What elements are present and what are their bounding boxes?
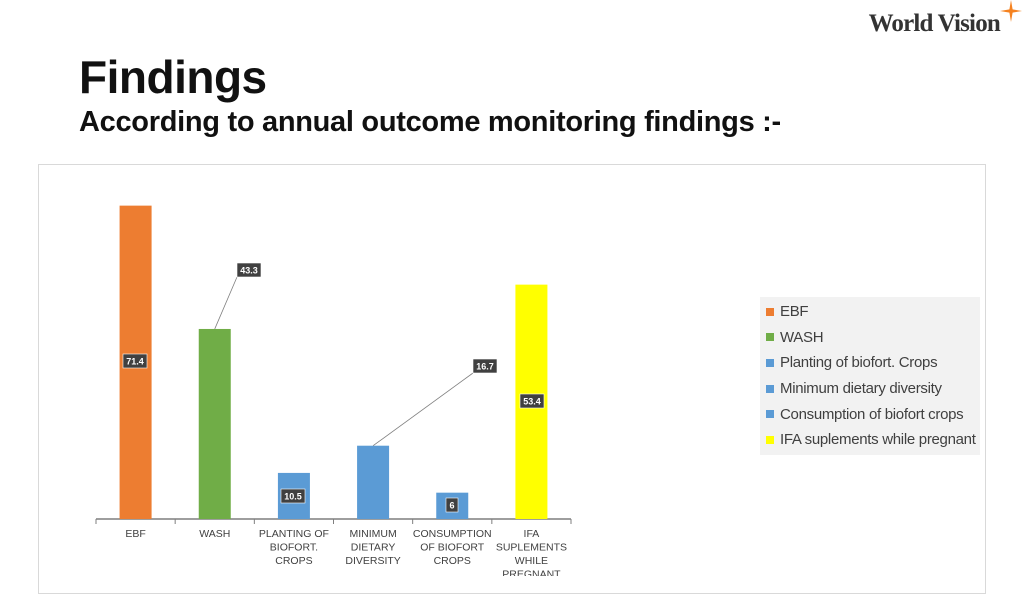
legend-item-3: Minimum dietary diversity bbox=[766, 376, 980, 402]
logo-star-icon bbox=[1000, 0, 1022, 22]
legend-swatch bbox=[766, 410, 774, 419]
data-label-box-3 bbox=[472, 358, 498, 374]
data-label-box-2 bbox=[280, 488, 306, 504]
legend-swatch bbox=[766, 435, 774, 444]
category-label-1: WASH bbox=[199, 528, 230, 540]
category-label-4: CONSUMPTION OF BIOFORT CROPS bbox=[413, 528, 492, 567]
legend-label: WASH bbox=[780, 328, 824, 346]
category-label-5: IFA SUPLEMENTS WHILE PREGNANT bbox=[496, 528, 567, 576]
legend-item-0: EBF bbox=[766, 299, 980, 325]
data-label-1: 43.3 bbox=[240, 266, 258, 276]
legend-item-1: WASH bbox=[766, 325, 980, 351]
legend-label: EBF bbox=[780, 303, 809, 321]
data-label-4: 6 bbox=[449, 501, 454, 511]
bar-chart: 71.4 EBF 43.3 WASH 10.5 PLANTING OF BIOFORT. CR… bbox=[95, 205, 572, 576]
logo-text: World Vision bbox=[868, 10, 1001, 37]
legend-label: IFA suplements while pregnant bbox=[780, 431, 976, 449]
page-title: Findings bbox=[79, 51, 267, 103]
legend-swatch bbox=[766, 307, 774, 316]
legend-label: Consumption of biofort crops bbox=[780, 405, 964, 423]
bar-3 bbox=[357, 445, 390, 519]
world-vision-logo: World Vision bbox=[868, 10, 1001, 38]
data-label-0: 71.4 bbox=[126, 357, 144, 367]
category-label-2: PLANTING OF BIOFORT. CROPS bbox=[259, 528, 329, 567]
data-label-2: 10.5 bbox=[284, 492, 302, 502]
page-subtitle: According to annual outcome monitoring f… bbox=[79, 106, 781, 138]
legend-swatch bbox=[766, 384, 774, 393]
data-label-leader-3 bbox=[372, 372, 474, 447]
legend-label: Planting of biofort. Crops bbox=[780, 354, 938, 372]
data-label-box-4 bbox=[445, 497, 459, 513]
data-label-box-5 bbox=[519, 393, 545, 409]
legend-item-5: IFA suplements while pregnant bbox=[766, 427, 980, 453]
data-label-5: 53.4 bbox=[523, 397, 541, 407]
data-label-leader-1 bbox=[214, 276, 238, 330]
data-label-box-0 bbox=[122, 353, 148, 369]
legend-item-2: Planting of biofort. Crops bbox=[766, 350, 980, 376]
legend-item-4: Consumption of biofort crops bbox=[766, 401, 980, 427]
bar-1 bbox=[198, 328, 231, 519]
category-label-3: MINIMUM DIETARY DIVERSITY bbox=[345, 528, 400, 567]
chart-legend: EBF WASH Planting of biofort. Crops Minimum… bbox=[760, 297, 980, 455]
legend-swatch bbox=[766, 358, 774, 367]
legend-label: Minimum dietary diversity bbox=[780, 380, 942, 398]
legend-swatch bbox=[766, 333, 774, 342]
category-label-0: EBF bbox=[125, 528, 145, 540]
data-label-3: 16.7 bbox=[476, 362, 494, 372]
data-label-box-1 bbox=[236, 262, 262, 278]
